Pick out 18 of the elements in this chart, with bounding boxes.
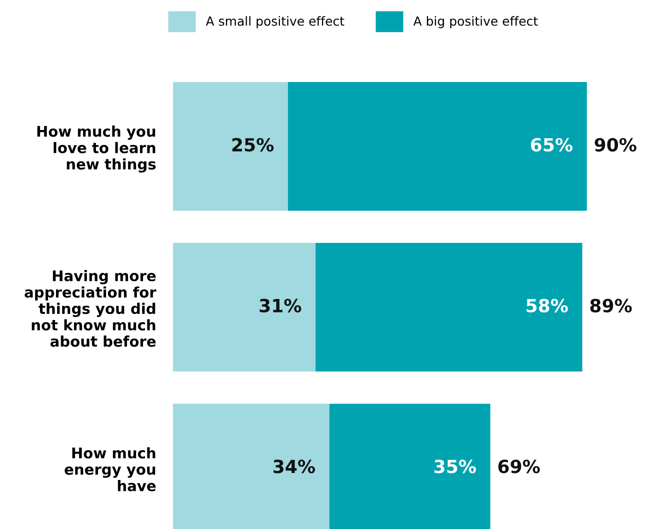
bar <box>173 242 316 372</box>
y-tick-label: How much you love to learn new things <box>37 126 156 173</box>
data-label: 31% <box>260 298 302 312</box>
legend-label: A big positive effect <box>413 16 538 28</box>
bar <box>316 242 582 372</box>
bar <box>173 82 288 211</box>
data-label: 35% <box>434 460 476 474</box>
data-label: 58% <box>526 298 568 312</box>
y-tick-label: Having more appreciation for things you did not know much about before <box>24 270 156 347</box>
legend-label: A small positive effect <box>206 16 344 28</box>
data-label: 25% <box>232 138 274 152</box>
y-tick-label: How much energy you have <box>64 447 156 492</box>
total-label: 89% <box>590 298 632 312</box>
total-label: 90% <box>594 138 636 152</box>
data-label: 34% <box>274 460 315 474</box>
bar <box>288 82 587 211</box>
data-label: 65% <box>530 138 572 152</box>
total-label: 69% <box>498 460 540 474</box>
